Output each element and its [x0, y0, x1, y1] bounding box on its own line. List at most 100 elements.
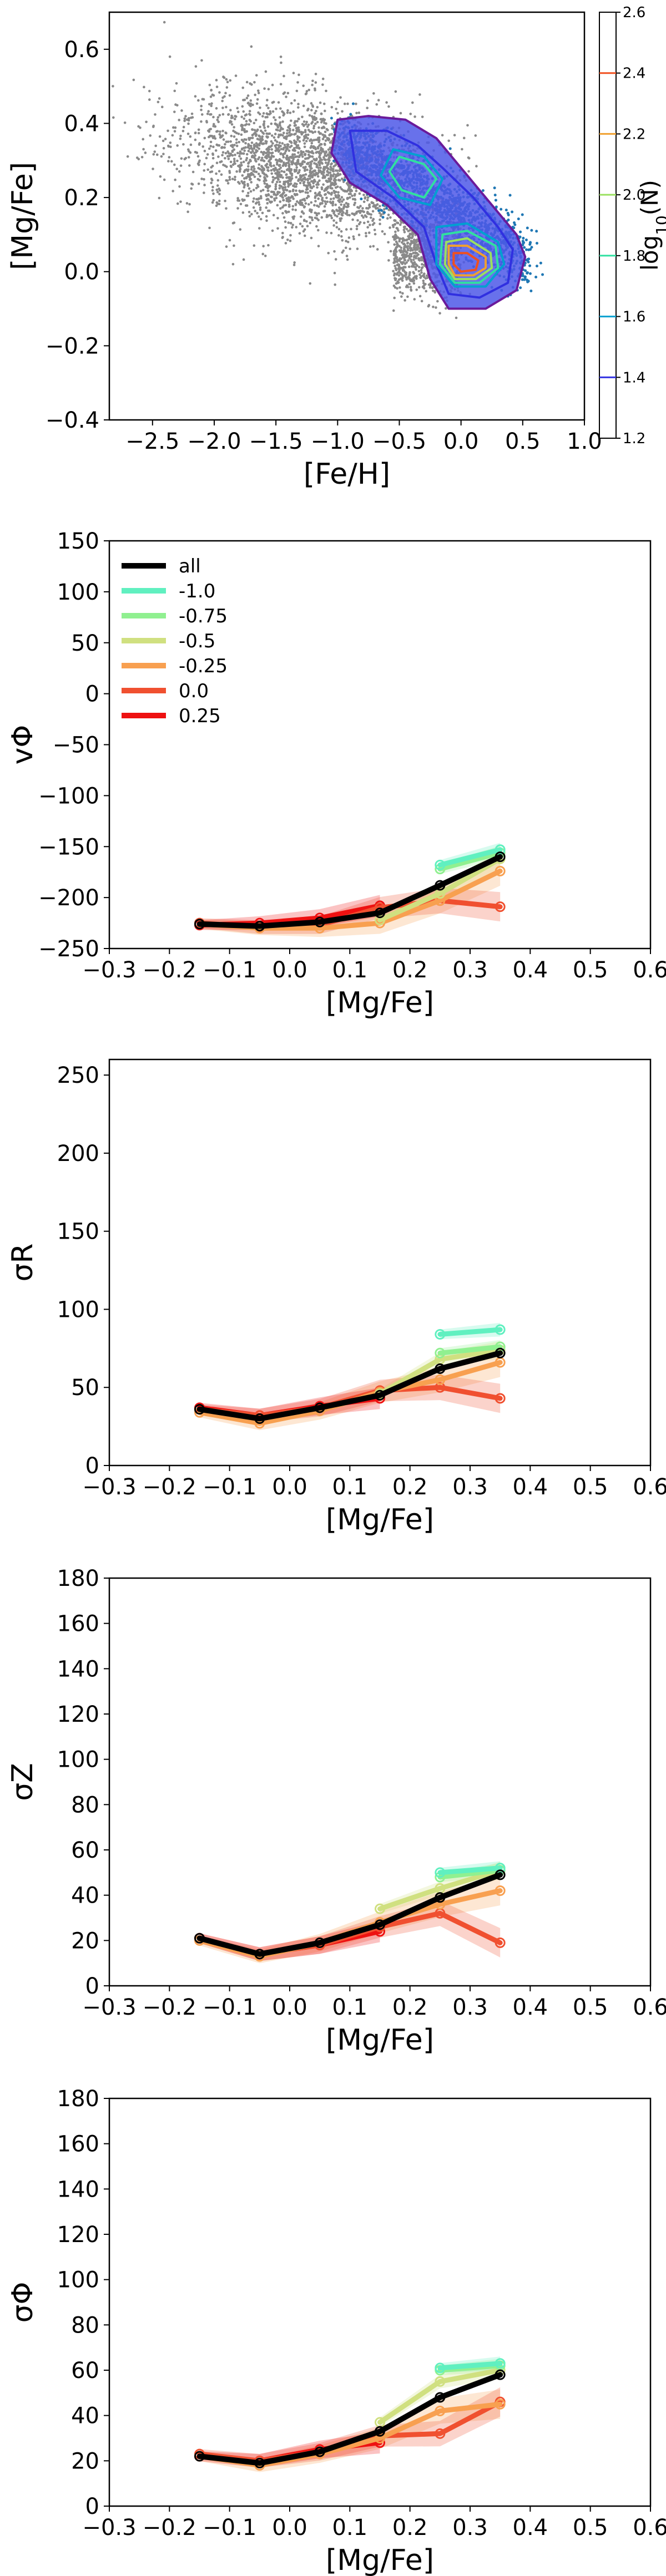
star-point [325, 179, 328, 182]
star-point [281, 212, 284, 215]
star-point [294, 124, 297, 127]
star-point [306, 125, 309, 128]
star-point [283, 91, 286, 94]
star-point [396, 221, 400, 225]
star-point [200, 108, 203, 111]
star-point [320, 216, 324, 219]
star-point [353, 194, 356, 197]
star-point [189, 135, 192, 138]
star-point [355, 225, 359, 227]
star-point [278, 168, 281, 171]
star-point [240, 133, 243, 136]
star-point [319, 132, 322, 135]
star-point [126, 155, 129, 158]
star-point [112, 85, 114, 88]
star-point [218, 187, 220, 190]
star-point [409, 286, 412, 288]
star-point [301, 204, 304, 207]
star-point [282, 113, 286, 115]
y-tick-label: 0.2 [64, 185, 99, 211]
star-point [523, 246, 526, 249]
star-point [282, 156, 285, 159]
star-point [286, 238, 289, 241]
star-point [355, 189, 358, 192]
star-point [260, 165, 263, 168]
star-point [201, 145, 205, 148]
star-point [407, 235, 410, 238]
star-point [330, 216, 334, 220]
star-point [529, 248, 532, 251]
star-point [324, 161, 327, 164]
star-point [303, 205, 306, 208]
star-point [421, 263, 423, 266]
star-point [207, 110, 210, 113]
star-point [369, 216, 372, 219]
star-point [406, 241, 410, 245]
star-point [399, 223, 402, 226]
star-point [411, 231, 414, 234]
star-point [279, 129, 281, 133]
star-point [249, 178, 252, 181]
star-point [251, 200, 255, 203]
star-point [245, 159, 248, 162]
star-point [252, 206, 255, 209]
star-point [303, 199, 306, 202]
star-point [329, 171, 332, 174]
star-point [358, 192, 361, 195]
star-point [287, 210, 290, 214]
star-point [278, 164, 281, 167]
star-point [282, 199, 285, 202]
star-point [403, 266, 406, 268]
star-point [167, 160, 170, 163]
star-point [277, 101, 280, 104]
star-point [312, 145, 315, 148]
star-point [315, 225, 318, 228]
star-point [248, 123, 251, 126]
star-point [288, 131, 291, 134]
star-point [421, 115, 424, 118]
star-point [334, 186, 337, 189]
star-point [405, 276, 407, 279]
star-point [285, 176, 288, 179]
star-point [266, 209, 270, 212]
star-point [284, 136, 287, 140]
star-point [506, 211, 509, 215]
star-point [410, 260, 413, 263]
star-point [191, 170, 195, 174]
star-point [203, 136, 206, 140]
star-point [414, 252, 417, 255]
star-point [249, 136, 253, 140]
star-point [325, 154, 328, 158]
star-point [302, 166, 305, 169]
density-contour [388, 155, 438, 199]
star-point [226, 80, 229, 84]
star-point [317, 136, 321, 139]
star-point [368, 231, 371, 234]
star-point [410, 253, 413, 256]
star-point [290, 144, 293, 148]
star-point [280, 170, 283, 173]
star-point [277, 144, 280, 147]
star-point [190, 112, 194, 115]
star-point [183, 117, 186, 120]
star-point [408, 232, 412, 235]
star-point [387, 208, 390, 211]
star-point [529, 241, 532, 244]
star-point [405, 278, 408, 281]
star-point [403, 274, 406, 277]
star-point [218, 144, 221, 147]
star-point [188, 202, 191, 206]
star-point [301, 131, 305, 134]
star-point [318, 191, 321, 194]
star-point [247, 149, 250, 153]
star-point [274, 183, 278, 186]
star-point [233, 158, 236, 160]
star-point [255, 74, 258, 77]
star-point [462, 136, 466, 140]
star-point [203, 191, 205, 194]
star-point [286, 129, 289, 132]
star-point [319, 169, 322, 173]
star-point [263, 126, 266, 129]
star-point [314, 87, 316, 90]
star-point [329, 146, 332, 149]
